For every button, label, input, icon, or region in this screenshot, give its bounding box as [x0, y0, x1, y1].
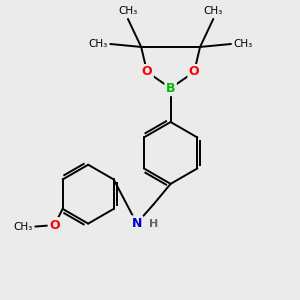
Text: CH₃: CH₃ [118, 6, 137, 16]
Text: CH₃: CH₃ [88, 39, 108, 49]
Text: N: N [132, 217, 142, 230]
Text: CH₃: CH₃ [204, 6, 223, 16]
Text: CH₃: CH₃ [14, 222, 33, 232]
Text: H: H [149, 220, 158, 230]
Text: O: O [189, 65, 200, 79]
Text: CH₃: CH₃ [233, 39, 253, 49]
Text: O: O [49, 219, 60, 232]
Text: B: B [166, 82, 175, 95]
Text: O: O [142, 65, 152, 79]
